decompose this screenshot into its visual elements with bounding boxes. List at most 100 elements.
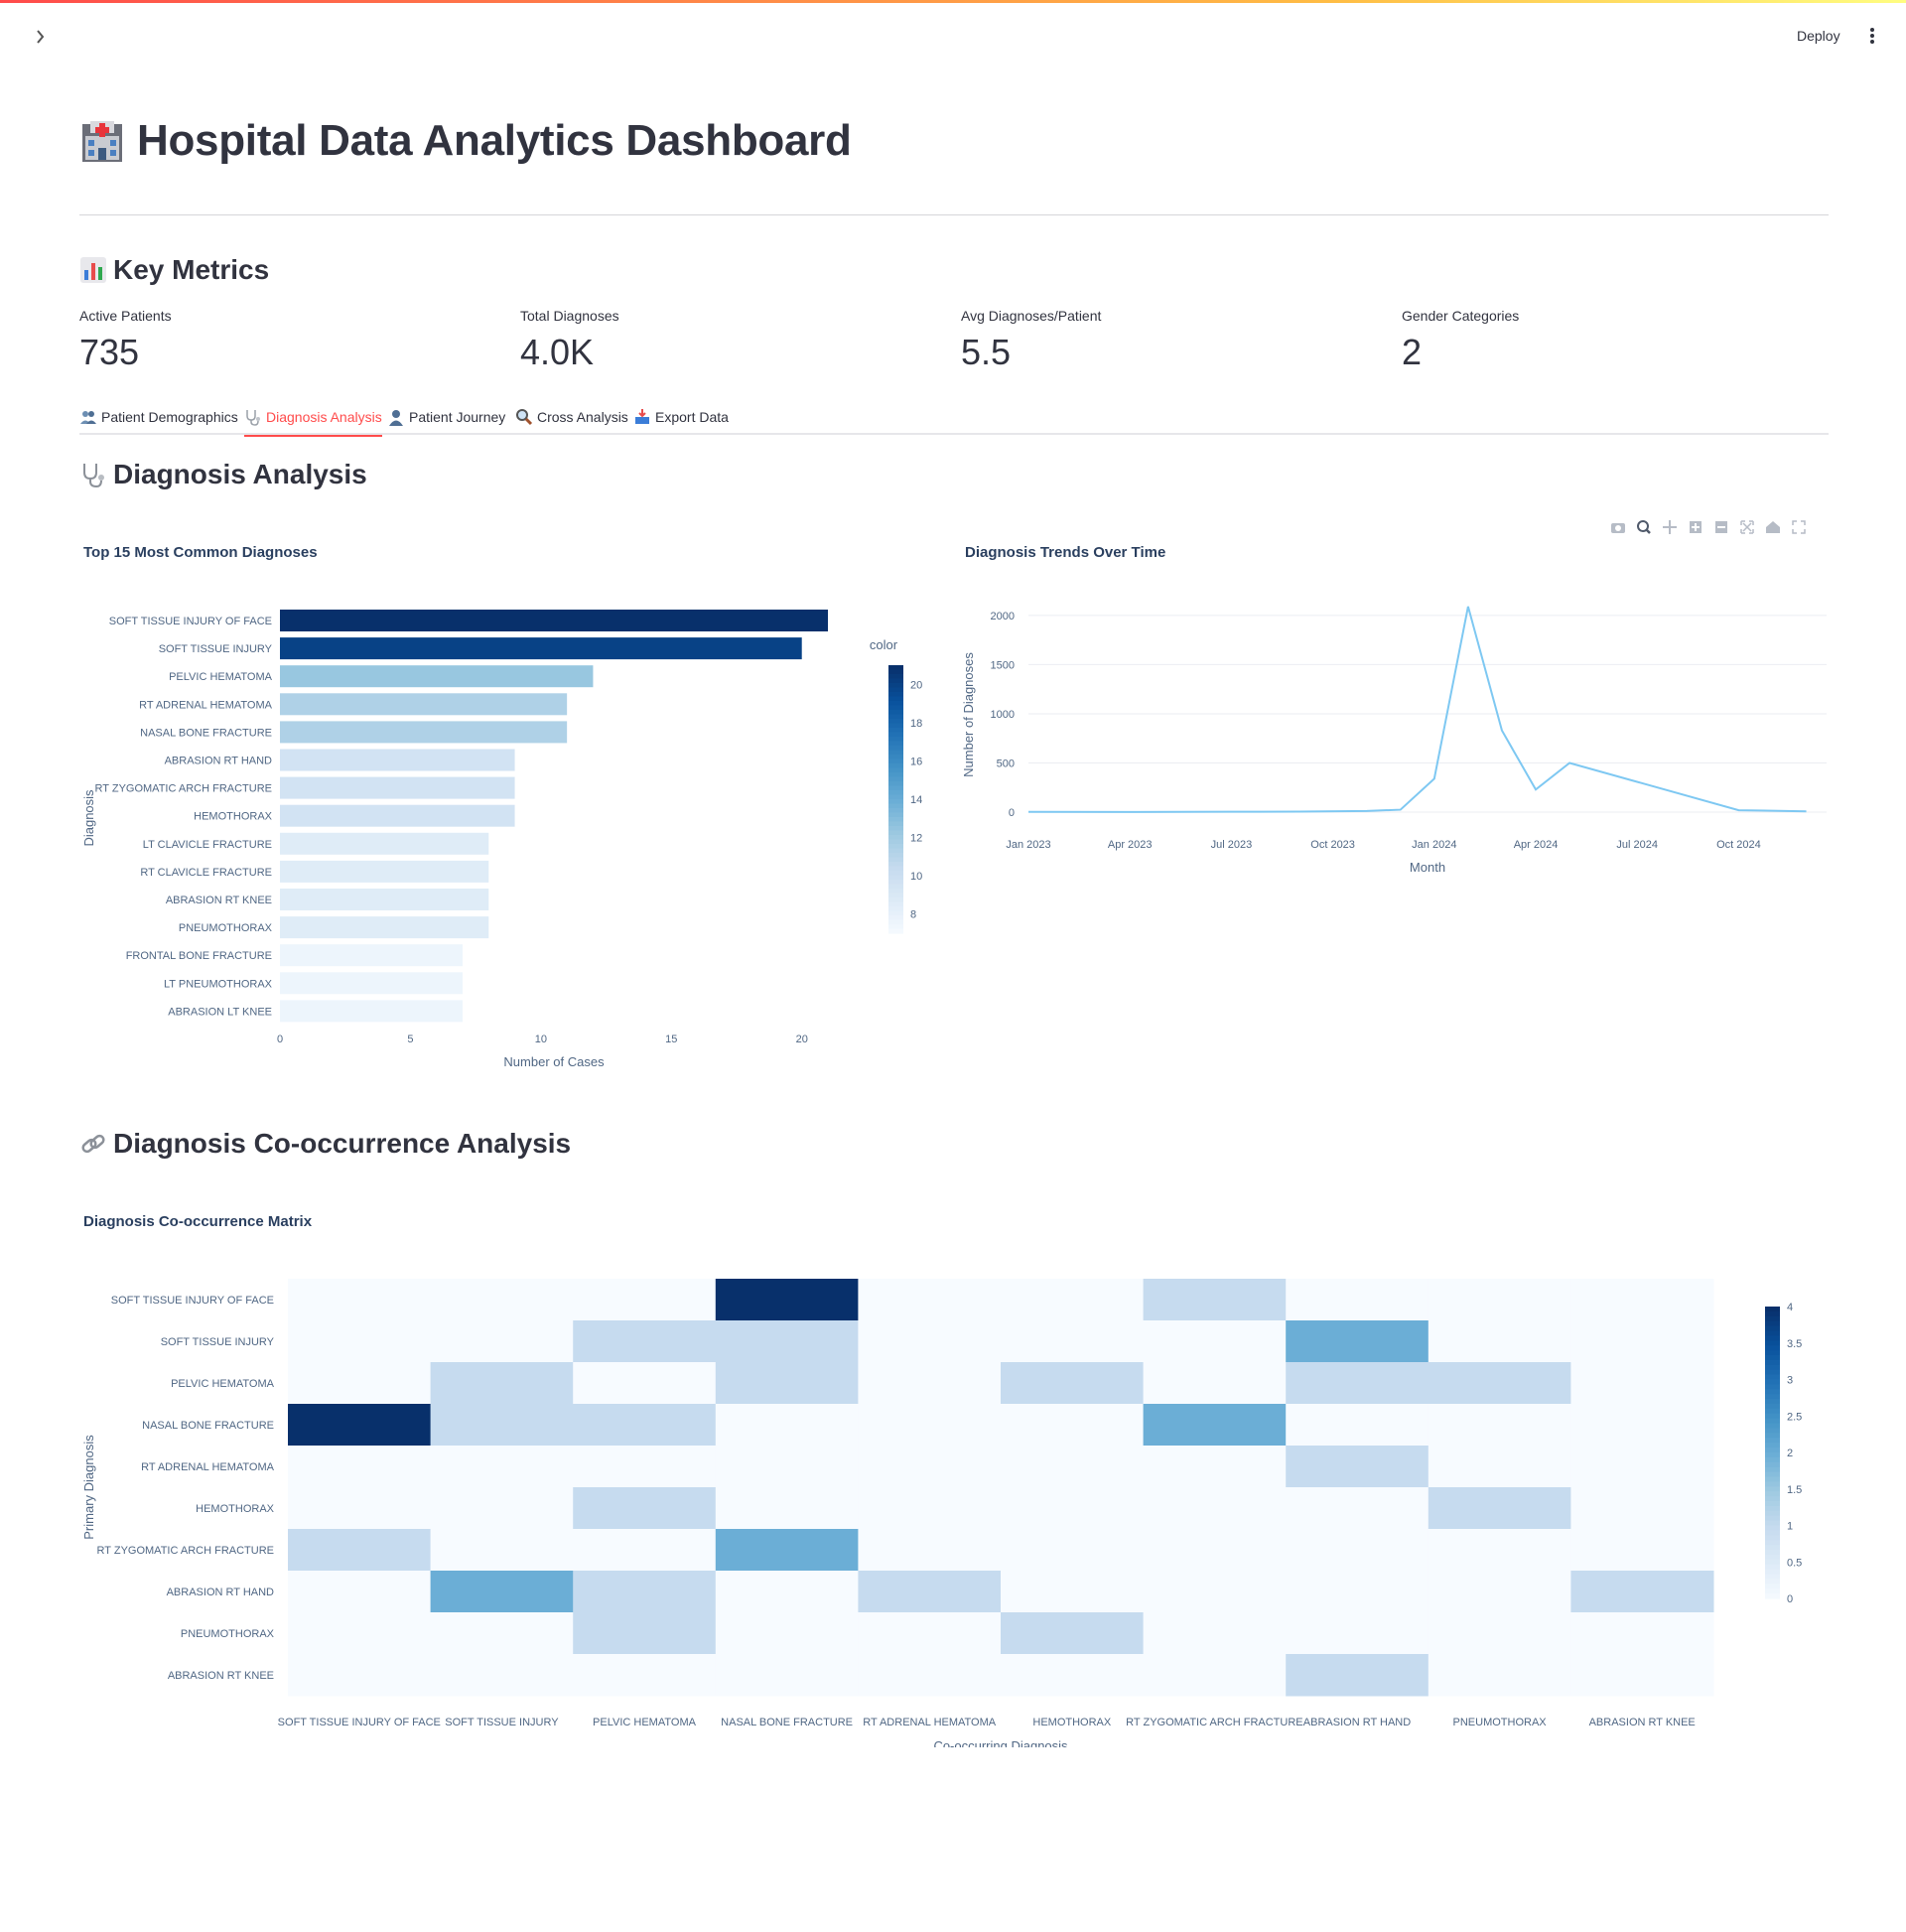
x-tick-label: Jul 2024 <box>1616 839 1658 851</box>
colorbar-segment <box>888 835 903 841</box>
heatmap-cell <box>288 1654 432 1697</box>
colorbar-tick: 2.5 <box>1787 1411 1802 1423</box>
zoom-out-icon[interactable] <box>1711 518 1731 536</box>
tab-label: Export Data <box>655 409 729 425</box>
colorbar-segment <box>1765 1413 1780 1420</box>
heatmap-cell <box>573 1612 717 1655</box>
metric-total-diagnoses: Total Diagnoses 4.0K <box>520 308 937 373</box>
heatmap-cell <box>1001 1612 1145 1655</box>
colorbar-segment <box>888 683 903 689</box>
x-tick-label: Apr 2024 <box>1514 839 1559 851</box>
tab-export-data[interactable]: Export Data <box>633 399 729 435</box>
heatmap-cell <box>858 1320 1002 1363</box>
heatmap-cell <box>1570 1362 1714 1405</box>
cooccurrence-heatmap[interactable]: SOFT TISSUE INJURY OF FACE SOFT TISSUE IN… <box>79 1251 1827 1747</box>
fullscreen-icon[interactable] <box>1789 518 1809 536</box>
heatmap-cell <box>1143 1320 1287 1363</box>
heatmap-cell <box>288 1529 432 1572</box>
colorbar-segment <box>888 759 903 764</box>
reset-home-icon[interactable] <box>1763 518 1783 536</box>
heatmap-cell <box>1143 1446 1287 1488</box>
colorbar-segment <box>1765 1510 1780 1517</box>
colorbar-segment <box>1765 1505 1780 1512</box>
colorbar-segment <box>1765 1443 1780 1449</box>
heatmap-cell <box>858 1612 1002 1655</box>
bar <box>280 749 515 771</box>
colorbar-segment <box>1765 1389 1780 1395</box>
heatmap-cell <box>1286 1612 1430 1655</box>
colorbar-segment <box>1765 1471 1780 1478</box>
key-metrics-heading-text: Key Metrics <box>113 254 270 285</box>
colorbar-segment <box>1765 1588 1780 1594</box>
colorbar-segment <box>888 880 903 886</box>
tab-diagnosis-analysis[interactable]: Diagnosis Analysis <box>244 399 382 437</box>
colorbar-segment <box>888 830 903 836</box>
zoom-icon[interactable] <box>1634 518 1654 536</box>
y-tick-label: PELVIC HEMATOMA <box>169 671 273 683</box>
y-axis-title: Primary Diagnosis <box>81 1435 96 1540</box>
colorbar-segment <box>1765 1379 1780 1385</box>
colorbar-segment <box>1765 1423 1780 1430</box>
heatmap-cell <box>715 1571 859 1613</box>
colorbar-segment <box>888 785 903 791</box>
main-menu-kebab-icon[interactable] <box>1862 24 1882 48</box>
x-tick-label: 0 <box>277 1034 283 1045</box>
heatmap-cell <box>1286 1446 1430 1488</box>
colorbar-tick: 18 <box>910 718 922 730</box>
colorbar-segment <box>1765 1320 1780 1327</box>
y-tick-label: 1500 <box>991 659 1015 671</box>
heatmap-cell <box>288 1320 432 1363</box>
magnifier-icon <box>516 409 533 426</box>
heatmap-cell <box>858 1362 1002 1405</box>
colorbar-segment <box>888 812 903 818</box>
diagnosis-trends-line-chart[interactable]: 0 500 1000 1500 2000 Jan 2023 Apr 2023 Jul 2023… <box>953 576 1827 913</box>
pan-icon[interactable] <box>1660 518 1680 536</box>
y-tick-label: FRONTAL BONE FRACTURE <box>126 950 272 962</box>
y-tick-label: ABRASION RT KNEE <box>166 895 272 906</box>
colorbar-tick: 0.5 <box>1787 1557 1802 1569</box>
bar <box>280 721 568 744</box>
heatmap-cell <box>1428 1279 1571 1321</box>
colorbar-segment <box>1765 1448 1780 1453</box>
y-tick-label: RT ZYGOMATIC ARCH FRACTURE <box>97 1545 274 1557</box>
heatmap-cell <box>1286 1320 1430 1363</box>
colorbar-segment <box>1765 1307 1780 1312</box>
zoom-in-icon[interactable] <box>1686 518 1705 536</box>
colorbar-segment <box>888 808 903 814</box>
colorbar-segment <box>1765 1452 1780 1458</box>
colorbar-segment <box>888 906 903 912</box>
heatmap-cell <box>1001 1320 1145 1363</box>
top-diagnoses-bar-chart[interactable]: 0 5 10 15 20 SOFT TISSUE INJURY OF FACE SOFT T… <box>79 576 973 1092</box>
tab-cross-analysis[interactable]: Cross Analysis <box>515 399 628 435</box>
camera-icon[interactable] <box>1608 518 1628 536</box>
colorbar-segment <box>888 848 903 854</box>
colorbar-segment <box>1765 1535 1780 1541</box>
autoscale-icon[interactable] <box>1737 518 1757 536</box>
heatmap-cell <box>858 1446 1002 1488</box>
heatmap-cell <box>288 1612 432 1655</box>
tab-patient-demographics[interactable]: Patient Demographics <box>79 399 238 435</box>
tab-patient-journey[interactable]: Patient Journey <box>387 399 505 435</box>
cooccurrence-heading-text: Diagnosis Co-occurrence Analysis <box>113 1128 572 1159</box>
heatmap-cell <box>715 1654 859 1697</box>
heatmap-cell <box>1286 1487 1430 1530</box>
heatmap-cell <box>573 1654 717 1697</box>
colorbar-segment <box>888 732 903 738</box>
line-chart-title: Diagnosis Trends Over Time <box>965 544 1166 561</box>
colorbar-segment <box>888 678 903 684</box>
heatmap-cell <box>858 1279 1002 1321</box>
link-icon <box>81 1134 105 1154</box>
colorbar-segment <box>888 674 903 680</box>
sidebar-expand-chevron-icon[interactable] <box>28 24 54 50</box>
y-tick-label: SOFT TISSUE INJURY OF FACE <box>111 1295 274 1307</box>
colorbar-segment <box>1765 1584 1780 1589</box>
colorbar-segment <box>888 737 903 743</box>
colorbar-segment <box>1765 1394 1780 1400</box>
bar-chart-icon <box>80 257 106 283</box>
bar <box>280 637 802 660</box>
deploy-button[interactable]: Deploy <box>1797 28 1840 44</box>
colorbar-segment <box>888 826 903 832</box>
bar <box>280 944 463 967</box>
stethoscope-icon <box>246 410 260 426</box>
heatmap-cell <box>1286 1529 1430 1572</box>
